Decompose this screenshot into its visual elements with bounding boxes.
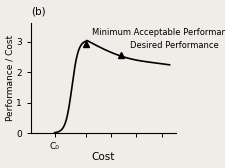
- Text: Minimum Acceptable Performance: Minimum Acceptable Performance: [92, 28, 225, 37]
- X-axis label: Cost: Cost: [92, 152, 115, 162]
- Text: Desired Performance: Desired Performance: [130, 40, 219, 50]
- Y-axis label: Performance / Cost: Performance / Cost: [6, 35, 15, 121]
- Text: (b): (b): [31, 7, 45, 17]
